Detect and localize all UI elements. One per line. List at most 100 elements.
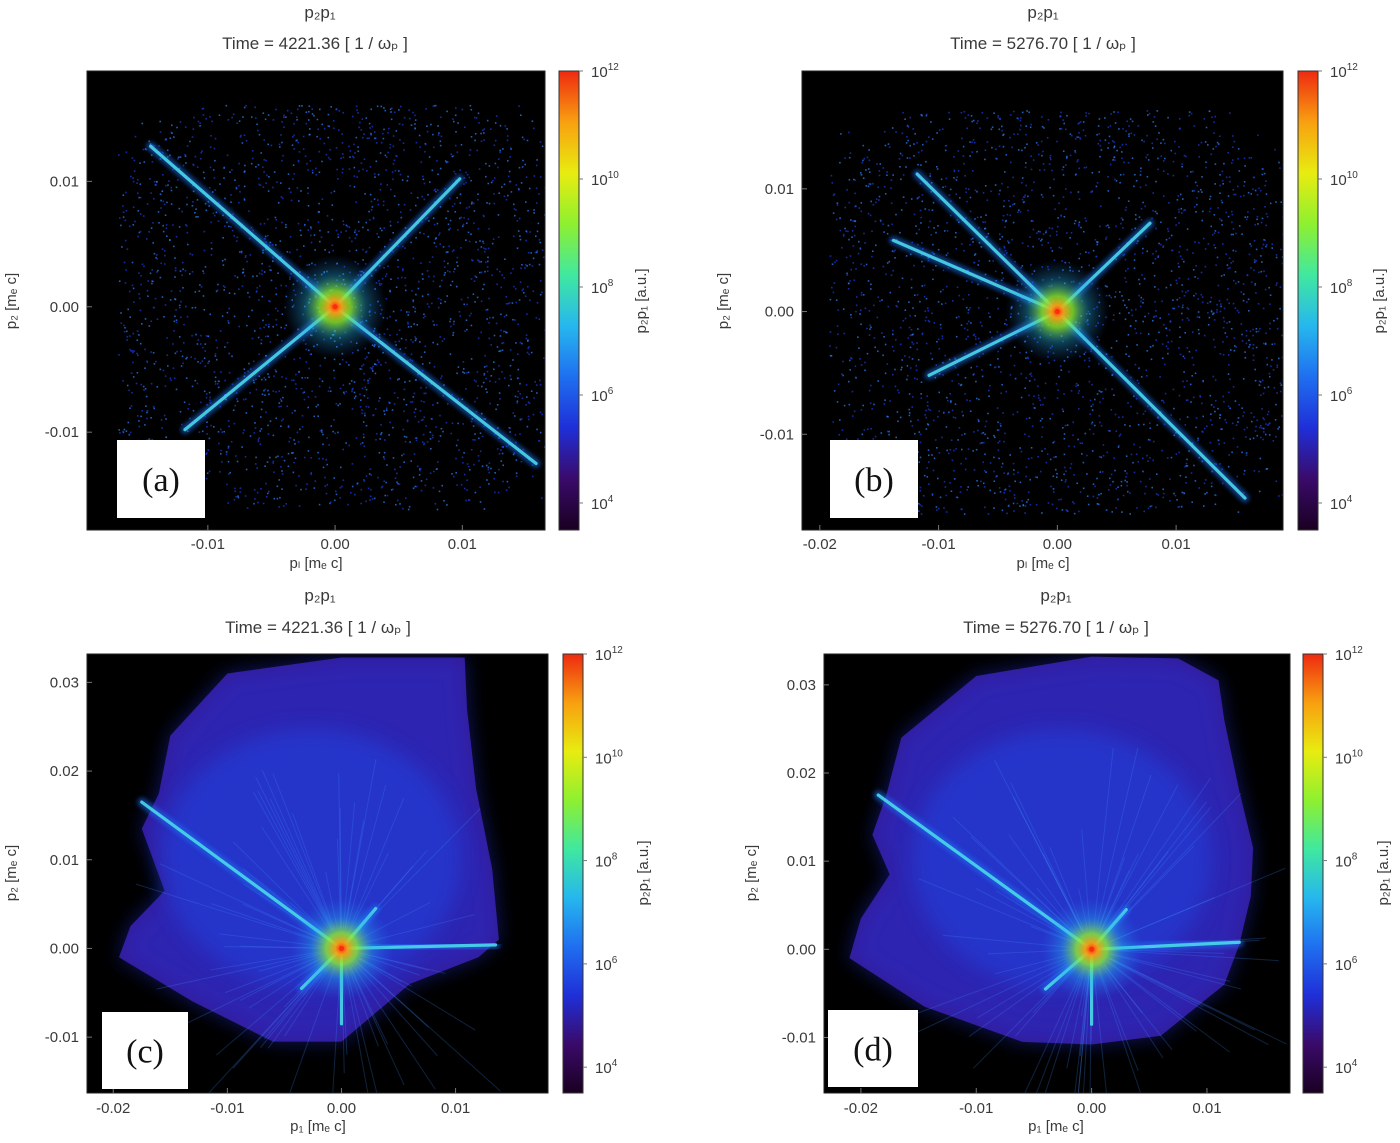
- speckle: [385, 273, 388, 275]
- speckle: [983, 486, 986, 488]
- speckle: [485, 309, 487, 311]
- speckle: [1017, 471, 1019, 474]
- speckle: [486, 119, 489, 122]
- speckle: [1077, 392, 1080, 395]
- speckle: [124, 219, 127, 222]
- speckle: [137, 192, 139, 195]
- speckle: [401, 276, 403, 279]
- speckle: [243, 368, 246, 370]
- speckle: [231, 116, 233, 119]
- speckle: [490, 375, 493, 377]
- speckle: [1026, 501, 1028, 503]
- speckle: [205, 396, 208, 399]
- speckle: [894, 368, 896, 371]
- speckle: [324, 357, 326, 359]
- speckle: [1113, 111, 1115, 113]
- speckle: [1248, 344, 1251, 346]
- speckle: [309, 160, 312, 162]
- speckle: [1057, 217, 1059, 219]
- speckle: [419, 146, 421, 148]
- speckle: [1159, 376, 1161, 378]
- speckle: [422, 278, 424, 280]
- speckle: [848, 403, 851, 406]
- speckle: [1167, 341, 1169, 343]
- speckle: [479, 432, 482, 434]
- speckle: [953, 156, 955, 158]
- speckle: [1033, 378, 1036, 381]
- speckle: [909, 367, 912, 369]
- speckle: [1268, 286, 1270, 289]
- speckle: [400, 309, 402, 312]
- speckle: [1229, 180, 1231, 183]
- speckle: [1253, 470, 1256, 472]
- speckle: [855, 310, 857, 313]
- speckle: [975, 380, 977, 383]
- speckle: [201, 430, 204, 433]
- speckle: [849, 255, 852, 257]
- speckle: [1002, 133, 1005, 136]
- speckle: [1108, 135, 1111, 138]
- speckle: [1037, 144, 1039, 146]
- speckle: [165, 436, 168, 439]
- speckle: [1161, 357, 1164, 359]
- speckle: [433, 242, 436, 244]
- speckle: [1178, 208, 1180, 211]
- speckle: [1003, 440, 1005, 443]
- speckle: [1124, 424, 1126, 426]
- speckle: [333, 358, 336, 361]
- speckle: [1212, 148, 1215, 150]
- speckle: [510, 191, 513, 193]
- speckle: [181, 355, 184, 358]
- speckle: [883, 185, 886, 188]
- speckle: [1079, 121, 1082, 123]
- speckle: [244, 372, 246, 374]
- speckle: [410, 339, 412, 341]
- speckle: [276, 334, 279, 336]
- speckle: [1000, 466, 1003, 468]
- speckle: [1157, 288, 1160, 291]
- speckle: [518, 105, 520, 107]
- speckle: [1147, 312, 1150, 315]
- speckle: [1247, 191, 1250, 194]
- speckle: [1181, 284, 1183, 286]
- speckle: [1243, 181, 1246, 183]
- speckle: [228, 473, 230, 475]
- speckle: [1069, 467, 1072, 469]
- speckle: [961, 448, 963, 451]
- speckle: [530, 390, 533, 392]
- speckle: [1130, 376, 1132, 379]
- speckle: [1257, 303, 1260, 305]
- speckle: [321, 123, 323, 126]
- speckle: [887, 415, 889, 418]
- speckle: [432, 280, 435, 283]
- speckle: [1069, 237, 1071, 239]
- speckle: [435, 237, 437, 239]
- speckle: [908, 326, 911, 329]
- speckle: [1221, 224, 1223, 226]
- speckle: [1259, 381, 1262, 383]
- speckle: [527, 209, 529, 212]
- speckle: [865, 185, 868, 187]
- speckle: [966, 489, 968, 491]
- speckle: [1276, 392, 1278, 394]
- speckle: [1202, 415, 1204, 418]
- speckle: [525, 239, 527, 242]
- speckle: [1189, 383, 1192, 386]
- speckle: [1204, 248, 1207, 250]
- speckle: [1078, 198, 1081, 200]
- speckle: [402, 268, 404, 270]
- speckle: [174, 269, 177, 272]
- speckle: [550, 383, 552, 385]
- speckle: [1261, 173, 1264, 176]
- speckle: [306, 377, 309, 379]
- speckle: [358, 170, 360, 172]
- speckle: [1122, 218, 1124, 221]
- speckle: [1186, 317, 1189, 319]
- speckle: [384, 439, 386, 441]
- speckle: [952, 300, 954, 302]
- speckle: [921, 260, 923, 263]
- speckle: [455, 444, 458, 447]
- speckle: [474, 133, 477, 135]
- speckle: [453, 202, 456, 205]
- speckle: [201, 150, 203, 152]
